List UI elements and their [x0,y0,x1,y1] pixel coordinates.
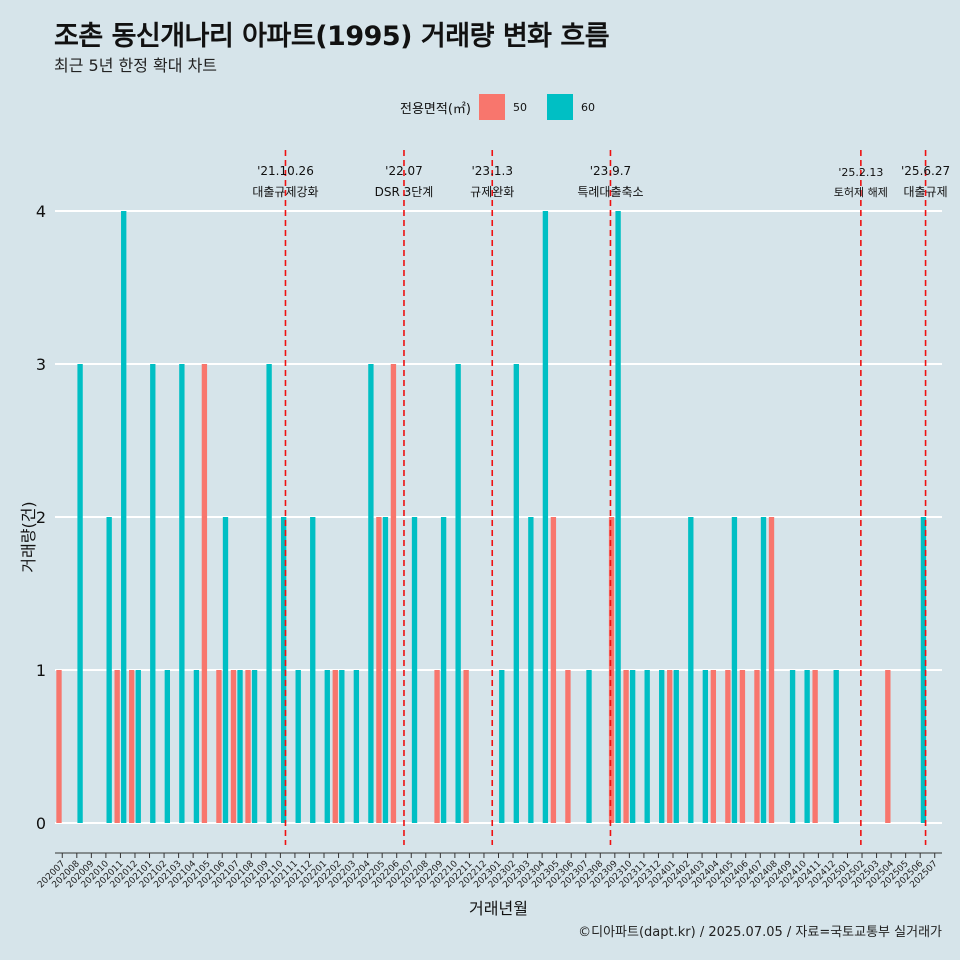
bar-60-202107 [237,670,243,823]
bar-60-202205 [382,517,389,823]
bar-60-202302 [513,364,519,823]
event-label-5: 대출규제 [903,185,947,199]
bar-60-202312 [659,670,665,823]
y-tick-label-1: 1 [36,661,46,680]
bar-60-202310 [629,670,636,823]
bar-50-202205 [376,517,382,823]
bar-60-202311 [644,670,650,823]
bar-60-202111 [295,670,301,823]
event-date-3: '23.9.7 [590,164,631,178]
y-tick-label-3: 3 [36,355,46,374]
bar-60-202304 [542,211,549,823]
legend-label-60: 60 [580,100,595,114]
bar-50-202401 [667,670,673,823]
bar-50-202504 [885,670,891,823]
event-date-5: '25.6.27 [901,164,950,178]
y-axis-title: 거래량(건) [19,501,38,572]
bar-60-202103 [179,364,185,823]
axes: 0123420200720200820200920201020201120201… [19,202,942,918]
event-date-4: '25.2.13 [838,166,883,179]
bar-50-202107 [230,670,237,823]
bar-60-202401 [673,670,679,823]
bar-60-202301 [499,670,505,823]
bar-60-202102 [164,670,171,823]
chart-subtitle: 최근 5년 한정 확대 차트 [54,56,218,75]
legend: 전용면적(㎡) 50 60 [400,93,615,121]
bar-60-202506 [920,517,927,823]
bar-60-202209 [440,517,447,823]
bar-60-202412 [833,670,839,823]
event-lines: '21.10.26 대출규제강화 '22.07 DSR 3단계 '23.1.3 규제완화 '… [252,150,950,845]
bar-50-202209 [434,670,440,823]
bar-60-202011 [121,211,127,823]
bar-50-202407 [754,670,760,823]
bar-50-202406 [739,670,746,823]
bar-60-202410 [804,670,810,823]
event-label-4: 토허제 해제 [834,185,888,199]
bar-50-202011 [114,670,120,823]
bar-60-202012 [135,670,141,823]
legend-label-50: 50 [512,100,527,114]
bar-60-202010 [106,517,112,823]
x-axis-title: 거래년월 [469,899,528,918]
bar-60-202409 [789,670,796,823]
source-caption: ©디아파트(dapt.kr) / 2025.07.05 / 자료=국토교통부 실… [578,925,942,940]
bar-60-202403 [702,670,709,823]
y-tick-label-4: 4 [36,202,46,221]
bar-50-202106 [216,670,222,823]
bar-50-202206 [390,364,397,823]
bar-50-202211 [463,670,469,823]
legend-key-60 [546,94,573,120]
bar-60-202112 [310,517,316,823]
bar-60-202203 [353,670,360,823]
bar-60-202110 [280,517,287,823]
bar-50-202202 [332,670,338,823]
bar-50-202305 [550,517,557,823]
bar-50-202408 [768,517,775,823]
bar-50-202306 [565,670,571,823]
event-label-1: DSR 3단계 [375,185,434,199]
bar-60-202210 [455,364,461,823]
event-label-3: 특례대출축소 [577,185,643,199]
bar-50-202405 [725,670,731,823]
bar-60-202106 [222,517,229,823]
bar-60-202108 [251,670,258,823]
bar-60-202109 [266,364,272,823]
bar-60-202104 [193,670,200,823]
bar-50-202411 [812,670,818,823]
bar-50-202007 [56,670,62,823]
y-tick-label-0: 0 [36,814,46,833]
bar-60-202207 [411,517,418,823]
bar-60-202201 [324,670,330,823]
legend-title: 전용면적(㎡) [400,101,471,117]
event-date-1: '22.07 [385,164,423,178]
bar-60-202204 [368,364,374,823]
legend-key-50 [478,94,505,120]
bar-60-202307 [586,670,592,823]
y-tick-label-2: 2 [36,508,46,527]
bar-50-202105 [201,364,208,823]
bar-60-202008 [77,364,83,823]
event-date-2: '23.1.3 [472,164,513,178]
bar-60-202402 [688,517,694,823]
bar-50-202404 [710,670,717,823]
bar-50-202309 [608,517,615,823]
bar-60-202407 [760,517,767,823]
event-label-2: 규제완화 [470,185,514,199]
bar-60-202101 [150,364,156,823]
event-label-0: 대출규제강화 [252,185,318,199]
bar-50-202310 [623,670,629,823]
bar-50-202108 [245,670,251,823]
bar-60-202303 [528,517,534,823]
event-date-0: '21.10.26 [257,164,314,178]
bars [56,211,927,823]
bar-50-202012 [129,670,135,823]
bar-60-202202 [339,670,345,823]
chart-title: 조촌 동신개나리 아파트(1995) 거래량 변화 흐름 [54,21,610,52]
bar-60-202405 [731,517,738,823]
bar-60-202309 [615,211,621,823]
